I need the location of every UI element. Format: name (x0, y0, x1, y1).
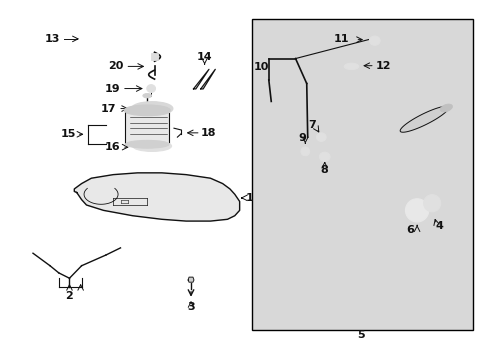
Ellipse shape (298, 157, 306, 164)
Ellipse shape (369, 36, 379, 45)
Text: 8: 8 (320, 165, 328, 175)
Ellipse shape (124, 105, 170, 116)
Text: 10: 10 (253, 63, 269, 72)
Text: 16: 16 (104, 142, 120, 152)
Text: 14: 14 (196, 53, 212, 63)
Text: 3: 3 (187, 302, 194, 312)
Ellipse shape (423, 195, 440, 212)
Polygon shape (193, 69, 208, 89)
Ellipse shape (316, 133, 325, 141)
Ellipse shape (344, 63, 358, 69)
Polygon shape (201, 69, 215, 89)
Text: 20: 20 (108, 62, 123, 71)
Text: 4: 4 (434, 221, 442, 231)
Text: 15: 15 (61, 129, 76, 139)
Polygon shape (399, 106, 447, 132)
Ellipse shape (439, 104, 451, 112)
Text: 19: 19 (104, 84, 120, 94)
Polygon shape (74, 173, 239, 221)
Ellipse shape (300, 147, 309, 156)
Text: 17: 17 (101, 104, 116, 113)
Text: 12: 12 (375, 61, 390, 71)
Bar (151, 53, 158, 60)
Text: 11: 11 (333, 34, 349, 44)
Ellipse shape (125, 140, 169, 148)
Ellipse shape (319, 152, 329, 161)
Bar (251, 19, 472, 330)
Text: 2: 2 (65, 291, 73, 301)
Text: 7: 7 (308, 120, 316, 130)
Text: 13: 13 (45, 34, 60, 44)
Text: 6: 6 (405, 225, 413, 235)
Bar (125, 112, 169, 144)
Text: 9: 9 (297, 133, 305, 143)
Text: 5: 5 (357, 330, 364, 341)
Polygon shape (188, 277, 194, 282)
Ellipse shape (142, 94, 151, 98)
Ellipse shape (131, 102, 172, 115)
Text: 1: 1 (245, 193, 253, 203)
Ellipse shape (405, 199, 428, 222)
Ellipse shape (146, 85, 155, 93)
Text: 18: 18 (200, 128, 215, 138)
Ellipse shape (132, 141, 171, 152)
